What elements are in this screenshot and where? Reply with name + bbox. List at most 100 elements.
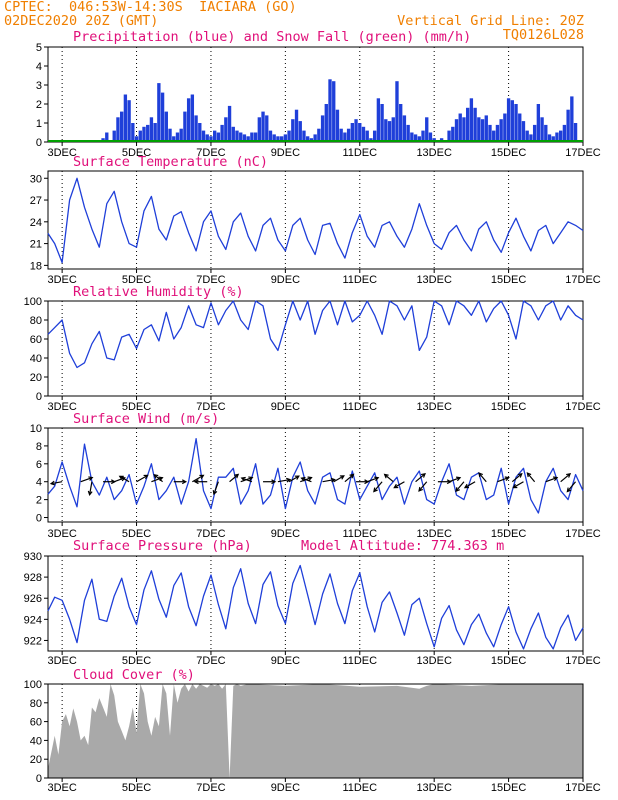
panel-title: Surface Pressure (hPa) [73,538,252,554]
x-tick-label: 7DEC [196,401,225,413]
y-tick-label: 100 [24,679,42,691]
precip-bar [157,83,161,142]
wind-arrow [464,481,476,489]
x-tick-label: 15DEC [491,401,527,413]
wind-arrow-head [383,473,389,479]
wind-arrow-head [87,490,93,496]
precip-bar [231,126,235,142]
wind-arrow [151,477,163,483]
wind-arrow [513,481,524,489]
precip-bar [320,115,325,142]
wind-arrow-head [456,476,462,482]
wind-arrow-head [193,479,199,485]
wind-arrow-head [349,473,355,479]
y-tick-label: 5 [36,42,42,54]
precip-bar [551,136,555,142]
precip-bar [123,94,128,142]
x-tick-label: 15DEC [491,528,527,540]
wind-arrow-head [49,480,56,486]
panel-title: Surface Temperature (nC) [73,154,268,170]
precip-bar [518,113,522,142]
y-tick-label: 924 [24,614,42,626]
header-grid-line: Vertical Grid Line: 20Z [397,13,584,29]
x-tick-label: 5DEC [122,528,151,540]
header-date: 02DEC2020 20Z (GMT) [4,13,159,29]
precip-bar [428,132,433,142]
x-tick-label: 5DEC [122,401,151,413]
precip-bar [547,134,552,142]
wind-arrow-head [212,490,218,496]
precip-bar [112,130,116,142]
precip-bar [246,136,250,142]
wind-arrow [393,481,405,489]
wind-arrow-head [455,487,460,493]
cloud-area [48,684,583,778]
y-tick-label: 20 [30,372,42,384]
precip-bar [532,124,537,142]
wind-arrow-head [566,473,572,478]
plot-frame-temp [47,170,584,270]
precip-bar [235,130,239,142]
y-tick-label: 6 [36,459,42,471]
precip-bar [242,134,247,142]
panel-title: Surface Wind (m/s) [73,411,219,427]
x-tick-label: 17DEC [565,147,601,159]
wind-arrow [560,473,571,483]
y-tick-label: 4 [36,61,42,73]
wind-arrow [478,472,487,483]
precip-bar [283,134,288,142]
x-tick-label: 7DEC [196,147,225,159]
precip-bar [465,107,470,142]
wind-arrow [322,478,335,483]
precip-bar [138,130,142,142]
wind-arrow [153,474,163,483]
wind-arrow [192,474,204,483]
x-tick-label: 3DEC [47,147,76,159]
x-tick-label: 11DEC [342,528,377,540]
plot-frame-wind [47,427,584,523]
precip-bar [421,130,425,142]
x-tick-label: 3DEC [47,274,76,286]
precip-bar [354,119,358,142]
wind-arrow-head [504,476,510,482]
x-tick-label: 7DEC [196,655,225,667]
precip-bar [358,123,362,142]
precip-bar [454,119,459,142]
precip-bar [488,124,492,142]
precip-bar [376,98,381,142]
wind-arrow-head [118,475,124,481]
precip-bar [399,104,403,142]
wind-arrow [89,481,93,495]
precip-bar [142,126,146,142]
wind-arrow [344,474,354,483]
wind-arrow [373,481,383,492]
precip-bar [134,136,139,142]
x-tick-label: 5DEC [122,147,151,159]
precip-bar [257,117,261,142]
y-tick-label: 922 [24,635,42,647]
precip-bar [172,136,176,142]
x-tick-label: 15DEC [491,274,527,286]
wind-arrow-head [526,472,532,478]
plot-frame-rh [47,300,584,397]
y-tick-label: 4 [36,477,42,489]
precip-bar [413,134,418,142]
x-tick-label: 11DEC [342,655,377,667]
x-tick-label: 11DEC [342,147,377,159]
precip-bar [149,117,154,142]
precip-bar [287,130,291,142]
precip-bar [306,136,310,142]
precip-bar [298,121,302,142]
precip-bar [387,121,392,142]
precip-bar [380,104,384,142]
precip-bar [220,124,224,142]
precip-bar [186,98,191,142]
precip-bar [484,115,488,142]
precip-bar [544,124,548,142]
precip-bar [447,130,451,142]
wind-arrow-head [463,483,469,489]
precip-bar [492,130,496,142]
precip-bar [265,115,269,142]
wind-arrow-head [330,477,336,483]
x-tick-label: 3DEC [47,528,76,540]
